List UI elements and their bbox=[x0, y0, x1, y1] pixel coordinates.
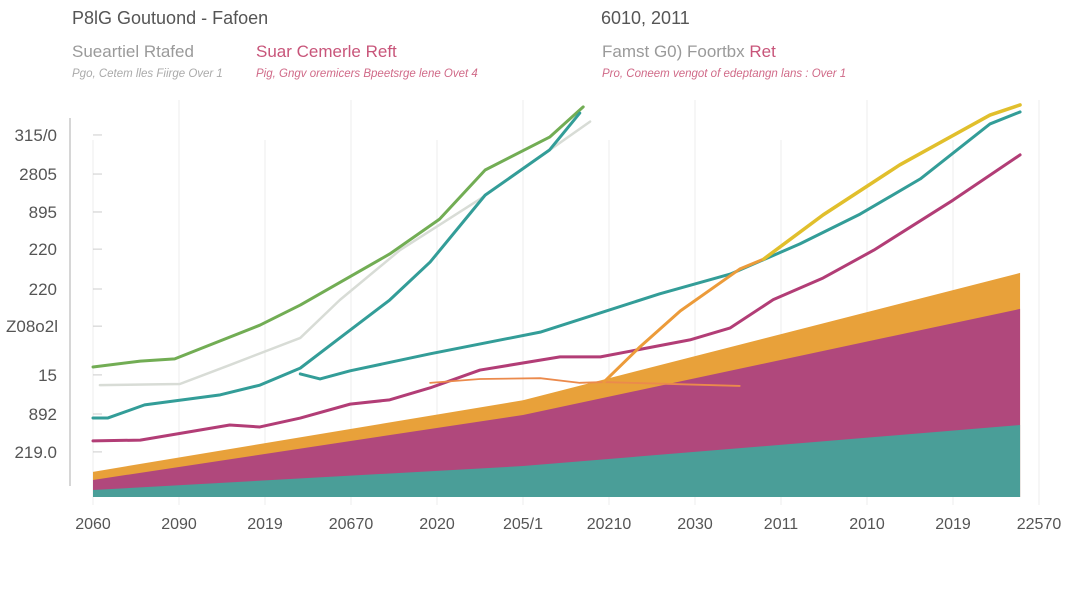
subtitle-right: Famst G0) Foortbx Ret bbox=[602, 42, 776, 62]
series-line bbox=[429, 377, 741, 387]
series-line bbox=[98, 120, 592, 387]
y-tick-label: 220 bbox=[29, 280, 57, 299]
subtitle-right-b: Ret bbox=[749, 42, 776, 61]
y-tick-label: 315/0 bbox=[14, 126, 57, 145]
y-tick-label: Z08o2l bbox=[6, 317, 58, 336]
x-tick-label: 2090 bbox=[161, 516, 197, 533]
x-tick-label: 2019 bbox=[247, 516, 283, 533]
chart-title: P8lG Goutuond - Fafoen bbox=[72, 8, 269, 28]
x-tick-label: 2010 bbox=[849, 516, 885, 533]
note-right: Pro, Coneem vengot of edeptangn lans : O… bbox=[602, 68, 847, 80]
y-tick-label: 15 bbox=[38, 366, 57, 385]
x-tick-label: 2019 bbox=[935, 516, 971, 533]
note-mid: Pig, Gngv oremicers Bpeetsrge lene Ovet … bbox=[256, 68, 478, 80]
x-tick-label: 2020 bbox=[419, 516, 455, 533]
chart-title-right: 6010, 2011 bbox=[601, 8, 690, 28]
area-band bbox=[93, 425, 1021, 497]
y-tick-label: 2805 bbox=[19, 165, 57, 184]
y-tick-label: 892 bbox=[29, 405, 57, 424]
series-line bbox=[762, 103, 1022, 261]
series-line bbox=[91, 153, 1022, 443]
x-tick-label: 205/1 bbox=[503, 516, 543, 533]
x-tick-label: 20210 bbox=[587, 516, 632, 533]
x-tick-label: 2060 bbox=[75, 516, 111, 533]
x-tick-label: 2030 bbox=[677, 516, 713, 533]
y-tick-label: 219.0 bbox=[14, 443, 57, 462]
series-line bbox=[298, 110, 1022, 381]
subtitle-right-a: Famst G0) Foortbx bbox=[602, 42, 745, 61]
y-tick-label: 895 bbox=[29, 203, 57, 222]
x-tick-label: 20670 bbox=[329, 516, 374, 533]
x-tick-label: 22570 bbox=[1017, 516, 1062, 533]
note-left: Pgo, Cetem lles Fiirge Over 1 bbox=[72, 68, 223, 80]
series-line bbox=[91, 105, 585, 369]
series-line bbox=[91, 111, 582, 420]
x-tick-label: 2011 bbox=[764, 516, 799, 533]
subtitle-left: Sueartiel Rtafed bbox=[72, 42, 194, 61]
y-tick-label: 220 bbox=[29, 240, 57, 259]
subtitle-mid: Suar Cemerle Reft bbox=[256, 42, 397, 61]
series-line bbox=[602, 257, 766, 384]
